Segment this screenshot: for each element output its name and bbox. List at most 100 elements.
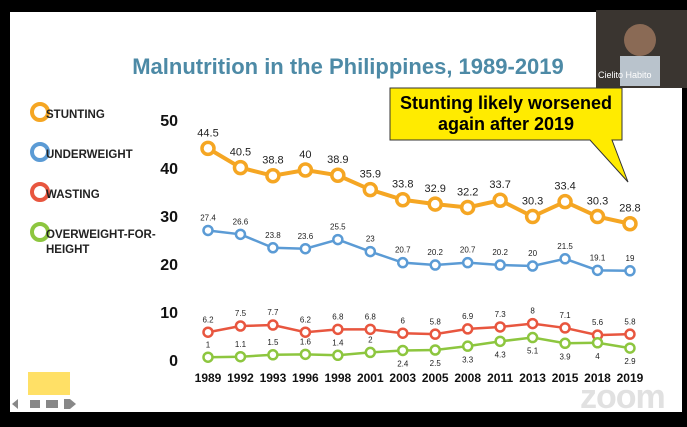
note-box xyxy=(28,372,70,395)
data-label: 6.8 xyxy=(365,312,377,321)
data-label: 40.5 xyxy=(230,147,251,159)
marker xyxy=(559,196,571,208)
data-label: 2.5 xyxy=(430,359,442,368)
toolbar-icon xyxy=(46,400,58,408)
marker xyxy=(204,226,213,235)
legend-label: UNDERWEIGHT xyxy=(46,148,156,163)
y-tick-label: 0 xyxy=(169,353,178,370)
x-tick-label: 2013 xyxy=(519,371,546,385)
marker xyxy=(561,323,570,332)
chart-title: Malnutrition in the Philippines, 1989-20… xyxy=(132,54,564,79)
data-label: 38.8 xyxy=(262,155,283,167)
data-label: 6 xyxy=(401,316,406,325)
marker xyxy=(236,322,245,331)
marker xyxy=(301,244,310,253)
data-label: 23.8 xyxy=(265,231,281,240)
data-label: 23.6 xyxy=(298,232,314,241)
data-label: 25.5 xyxy=(330,223,346,232)
data-label: 6.2 xyxy=(300,315,312,324)
marker xyxy=(528,262,537,271)
annotation: Stunting likely worsened again after 201… xyxy=(390,88,622,140)
marker xyxy=(333,351,342,360)
marker xyxy=(496,337,505,346)
data-label: 4.3 xyxy=(495,350,507,359)
data-label: 3.9 xyxy=(559,352,571,361)
data-label: 20.7 xyxy=(460,246,476,255)
y-tick-label: 30 xyxy=(160,209,178,226)
x-tick-label: 1996 xyxy=(292,371,319,385)
data-label: 33.7 xyxy=(489,179,510,191)
marker xyxy=(299,164,311,176)
data-label: 33.8 xyxy=(392,179,413,191)
data-label: 6.8 xyxy=(332,312,344,321)
marker xyxy=(561,254,570,263)
x-tick-label: 1992 xyxy=(227,371,254,385)
data-label: 5.8 xyxy=(430,317,442,326)
marker xyxy=(398,258,407,267)
marker xyxy=(593,338,602,347)
marker xyxy=(431,261,440,270)
data-label: 5.1 xyxy=(527,347,539,356)
marker xyxy=(366,348,375,357)
x-tick-label: 1989 xyxy=(195,371,222,385)
marker xyxy=(234,162,246,174)
data-label: 4 xyxy=(595,352,600,361)
data-label: 7.3 xyxy=(495,310,507,319)
data-label: 38.9 xyxy=(327,154,348,166)
marker xyxy=(494,194,506,206)
data-label: 5.6 xyxy=(592,318,604,327)
x-tick-label: 2003 xyxy=(389,371,416,385)
marker xyxy=(236,352,245,361)
data-label: 1.1 xyxy=(235,340,247,349)
screen: Malnutrition in the Philippines, 1989-20… xyxy=(0,0,687,427)
marker xyxy=(496,261,505,270)
data-label: 1.5 xyxy=(267,338,279,347)
data-label: 44.5 xyxy=(197,127,218,139)
data-label: 6.9 xyxy=(462,312,474,321)
data-label: 2.9 xyxy=(624,357,636,366)
data-label: 7.7 xyxy=(267,308,279,317)
data-label: 21.5 xyxy=(557,242,573,251)
presenter-face xyxy=(624,24,656,56)
data-label: 7.1 xyxy=(559,311,571,320)
marker xyxy=(463,324,472,333)
y-tick-label: 50 xyxy=(160,113,178,130)
marker xyxy=(625,330,634,339)
marker xyxy=(301,328,310,337)
marker xyxy=(593,266,602,275)
marker xyxy=(398,329,407,338)
x-tick-label: 1998 xyxy=(324,371,351,385)
marker xyxy=(561,339,570,348)
x-tick-label: 2011 xyxy=(487,371,513,385)
marker xyxy=(332,169,344,181)
data-label: 2 xyxy=(368,336,373,345)
marker xyxy=(204,328,213,337)
marker xyxy=(527,211,539,223)
page: Malnutrition in the Philippines, 1989-20… xyxy=(0,0,687,427)
x-tick-label: 2001 xyxy=(357,371,384,385)
x-tick-label: 2015 xyxy=(552,371,579,385)
data-label: 2.4 xyxy=(397,360,409,369)
x-tick-label: 1993 xyxy=(260,371,287,385)
marker xyxy=(625,344,634,353)
marker xyxy=(236,230,245,239)
marker xyxy=(398,346,407,355)
marker xyxy=(463,342,472,351)
marker xyxy=(267,170,279,182)
data-label: 20.7 xyxy=(395,246,411,255)
data-label: 1 xyxy=(206,340,211,349)
marker xyxy=(528,319,537,328)
data-label: 20 xyxy=(528,249,537,258)
marker xyxy=(333,235,342,244)
marker xyxy=(528,333,537,342)
marker xyxy=(463,258,472,267)
marker xyxy=(625,266,634,275)
marker xyxy=(429,198,441,210)
presenter-name: Cielito Habito xyxy=(598,70,652,80)
marker xyxy=(333,325,342,334)
legend-label: STUNTING xyxy=(46,108,156,123)
data-label: 20.2 xyxy=(492,248,508,257)
y-tick-label: 10 xyxy=(160,305,178,322)
marker xyxy=(624,218,636,230)
marker xyxy=(592,211,604,223)
